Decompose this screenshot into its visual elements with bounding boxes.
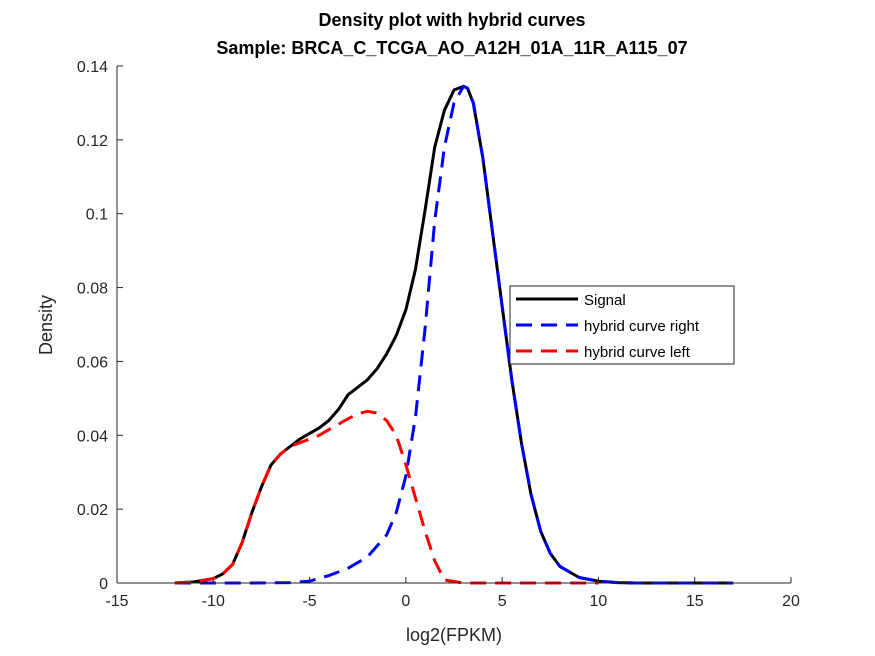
x-tick-label: 0 — [401, 593, 410, 610]
y-tick-label: 0.12 — [77, 133, 108, 150]
y-tick-label: 0.02 — [77, 502, 108, 519]
x-tick-label: 20 — [782, 593, 800, 610]
x-axis-label: log2(FPKM) — [406, 625, 502, 645]
x-tick-label: 5 — [498, 593, 507, 610]
legend: Signal hybrid curve right hybrid curve l… — [510, 286, 734, 364]
x-tick-label: -10 — [202, 593, 225, 610]
legend-label-hybrid-right: hybrid curve right — [584, 318, 700, 335]
x-tick-label: -15 — [105, 593, 128, 610]
chart-title: Density plot with hybrid curves — [318, 10, 585, 30]
y-axis-label: Density — [36, 295, 56, 355]
y-tick-label: 0.1 — [86, 207, 108, 224]
y-tick-label: 0.08 — [77, 281, 108, 298]
x-tick-label: 15 — [686, 593, 704, 610]
legend-label-signal: Signal — [584, 292, 626, 309]
y-tick-label: 0 — [99, 576, 108, 593]
y-tick-label: 0.14 — [77, 59, 108, 76]
x-tick-label: -5 — [302, 593, 316, 610]
y-tick-label: 0.04 — [77, 428, 108, 445]
x-tick-label: 10 — [590, 593, 608, 610]
chart-subtitle: Sample: BRCA_C_TCGA_AO_A12H_01A_11R_A115… — [216, 38, 687, 58]
y-tick-label: 0.06 — [77, 354, 108, 371]
legend-label-hybrid-left: hybrid curve left — [584, 344, 691, 361]
